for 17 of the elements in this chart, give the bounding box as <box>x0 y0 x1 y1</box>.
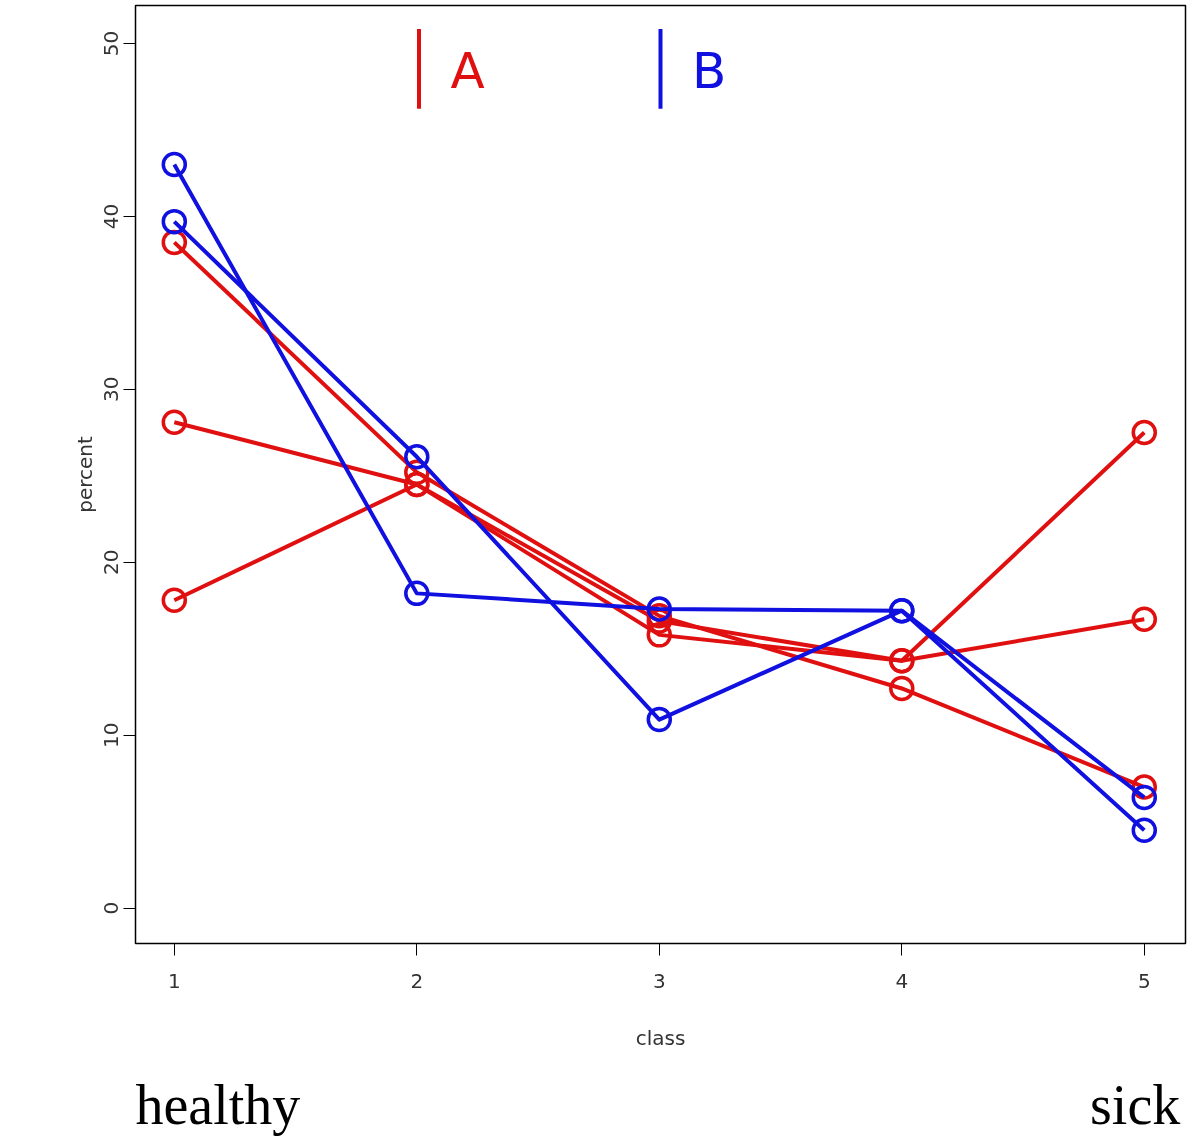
x-axis-title: class <box>635 1025 686 1050</box>
x-tick-label: 2 <box>410 968 424 993</box>
y-tick-label: 0 <box>99 901 124 915</box>
legend-label: A <box>450 42 485 101</box>
x-tick-label: 5 <box>1137 968 1151 993</box>
x-tick-label: 3 <box>652 968 666 993</box>
x-tick-label: 1 <box>167 968 181 993</box>
text: healthy <box>135 1073 301 1136</box>
legend-label: B <box>692 42 727 101</box>
y-tick-label: 30 <box>99 376 124 403</box>
y-tick-label: 40 <box>99 203 124 230</box>
y-tick-label: 10 <box>99 722 124 748</box>
y-tick-label: 20 <box>99 549 124 575</box>
text: sick <box>1090 1073 1181 1136</box>
x-tick-label: 4 <box>895 968 909 993</box>
y-tick-label: 50 <box>99 30 124 57</box>
y-axis-title: percent <box>72 436 97 513</box>
